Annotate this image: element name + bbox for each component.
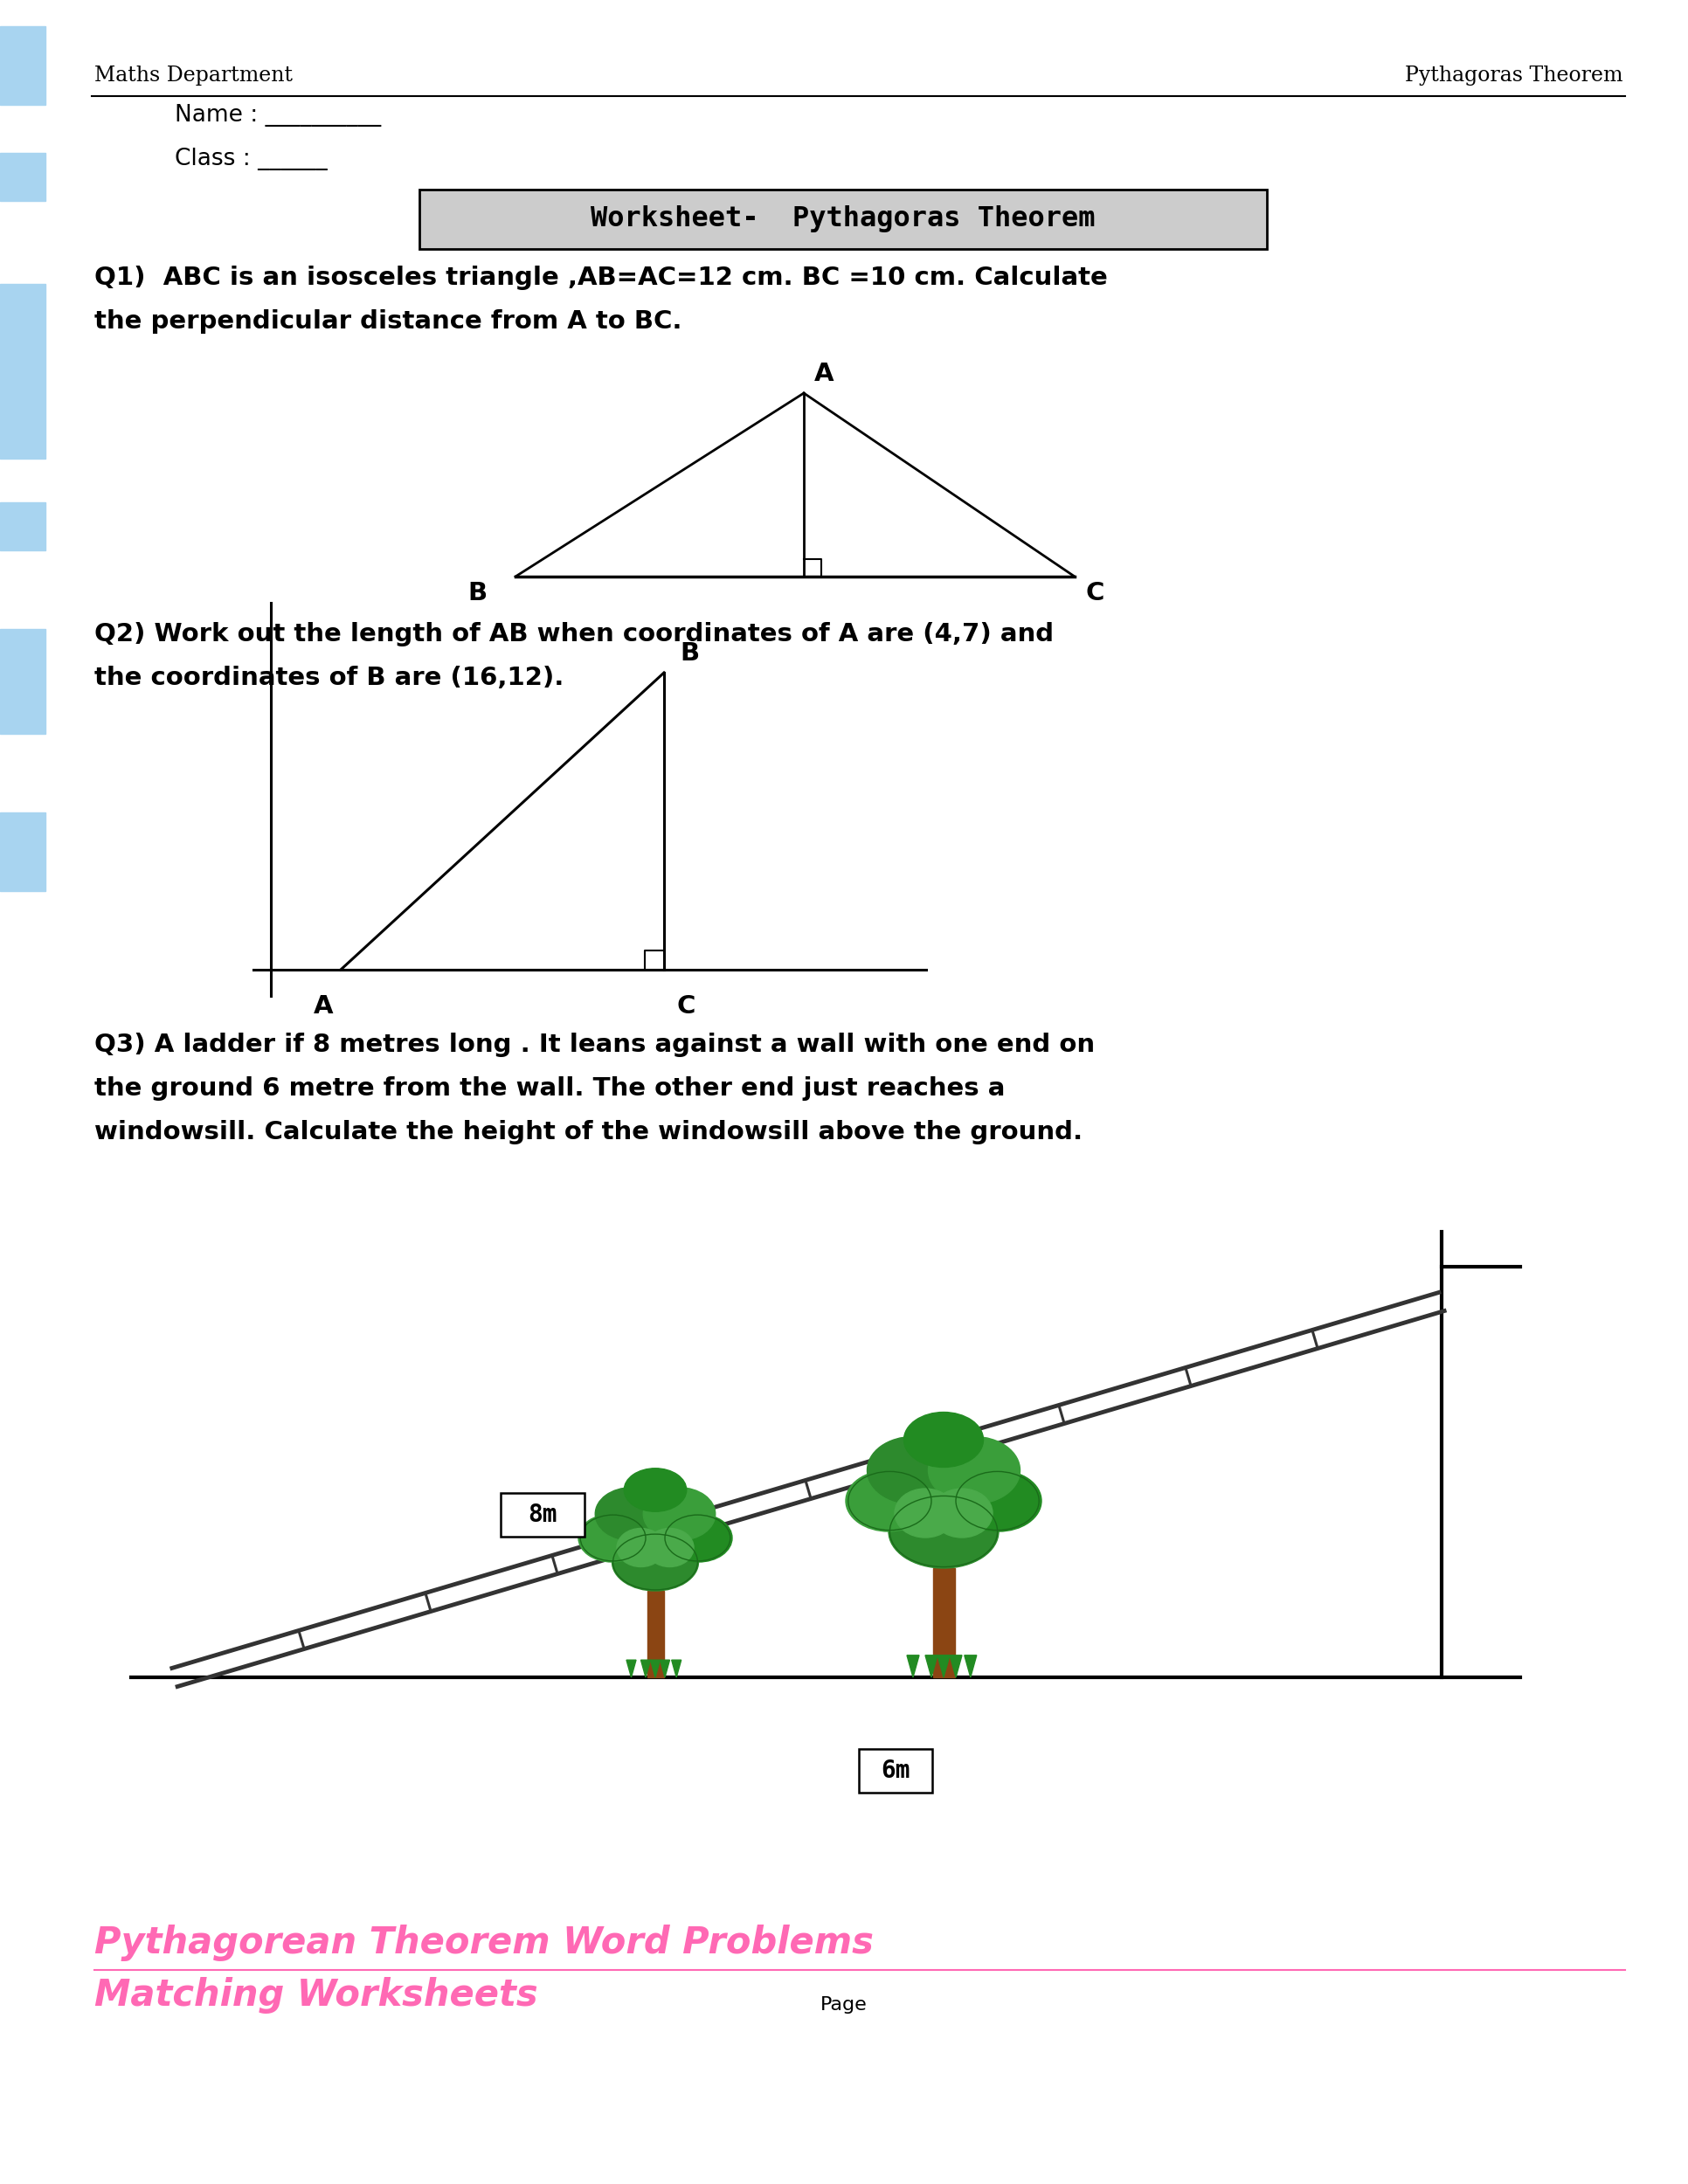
Bar: [0, 26, 46, 105]
Bar: [0, 629, 46, 734]
Text: Q1)  ABC is an isosceles triangle ,AB=AC=12 cm. BC =10 cm. Calculate: Q1) ABC is an isosceles triangle ,AB=AC=…: [95, 266, 1107, 290]
Ellipse shape: [928, 1437, 1020, 1505]
Text: the coordinates of B are (16,12).: the coordinates of B are (16,12).: [95, 666, 564, 690]
Bar: [0, 284, 46, 459]
Ellipse shape: [895, 1489, 955, 1538]
Ellipse shape: [846, 1470, 932, 1531]
Bar: [0, 153, 46, 201]
Text: the perpendicular distance from A to BC.: the perpendicular distance from A to BC.: [95, 310, 682, 334]
Ellipse shape: [643, 1487, 716, 1540]
Text: windowsill. Calculate the height of the windowsill above the ground.: windowsill. Calculate the height of the …: [95, 1120, 1082, 1144]
Polygon shape: [672, 1660, 682, 1677]
Text: Page: Page: [820, 1996, 868, 2014]
Polygon shape: [626, 1660, 636, 1677]
Text: the ground 6 metre from the wall. The other end just reaches a: the ground 6 metre from the wall. The ot…: [95, 1077, 1004, 1101]
Text: Matching Worksheets: Matching Worksheets: [95, 1977, 538, 2014]
Text: Q2) Work out the length of AB when coordinates of A are (4,7) and: Q2) Work out the length of AB when coord…: [95, 622, 1053, 646]
Text: C: C: [677, 994, 695, 1018]
Polygon shape: [925, 1655, 937, 1677]
FancyBboxPatch shape: [859, 1749, 932, 1793]
Bar: [933, 1568, 955, 1677]
Ellipse shape: [932, 1489, 993, 1538]
Text: Name : __________: Name : __________: [176, 105, 381, 127]
Text: B: B: [680, 642, 699, 666]
Ellipse shape: [868, 1437, 959, 1505]
Ellipse shape: [888, 1494, 999, 1568]
Text: A: A: [314, 994, 333, 1018]
Text: 8m: 8m: [528, 1503, 557, 1527]
Bar: [648, 1590, 663, 1677]
FancyBboxPatch shape: [419, 190, 1268, 249]
Polygon shape: [641, 1660, 650, 1677]
Ellipse shape: [903, 1413, 984, 1468]
Text: Pythagorean Theorem Word Problems: Pythagorean Theorem Word Problems: [95, 1924, 874, 1961]
FancyBboxPatch shape: [501, 1492, 584, 1535]
Text: Worksheet-  Pythagoras Theorem: Worksheet- Pythagoras Theorem: [591, 205, 1096, 234]
Ellipse shape: [955, 1470, 1041, 1531]
Text: Q3) A ladder if 8 metres long . It leans against a wall with one end on: Q3) A ladder if 8 metres long . It leans…: [95, 1033, 1096, 1057]
Polygon shape: [660, 1660, 670, 1677]
Text: B: B: [468, 581, 488, 605]
Ellipse shape: [613, 1533, 699, 1590]
Bar: [0, 502, 46, 550]
Polygon shape: [650, 1660, 660, 1677]
Polygon shape: [964, 1655, 977, 1677]
Polygon shape: [937, 1655, 950, 1677]
Ellipse shape: [616, 1529, 665, 1566]
Ellipse shape: [647, 1529, 694, 1566]
Bar: [0, 812, 46, 891]
Ellipse shape: [579, 1514, 647, 1562]
Text: A: A: [814, 363, 834, 387]
Ellipse shape: [596, 1487, 667, 1540]
Polygon shape: [906, 1655, 920, 1677]
Text: Pythagoras Theorem: Pythagoras Theorem: [1404, 66, 1622, 85]
Ellipse shape: [665, 1514, 733, 1562]
Text: 6m: 6m: [881, 1758, 910, 1782]
Polygon shape: [950, 1655, 962, 1677]
Text: C: C: [1085, 581, 1104, 605]
Ellipse shape: [625, 1468, 687, 1511]
Text: Maths Department: Maths Department: [95, 66, 292, 85]
Text: Class : ______: Class : ______: [176, 149, 327, 170]
